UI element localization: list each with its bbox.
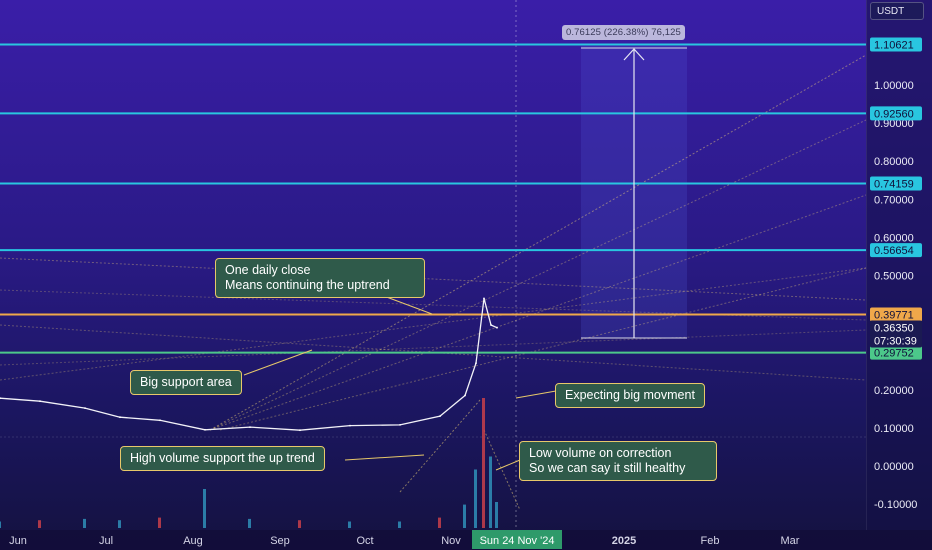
countdown-label: 07:30:39 xyxy=(874,336,917,348)
price-point xyxy=(299,429,301,432)
price-points xyxy=(0,297,498,432)
volume-bar xyxy=(158,517,161,528)
callout-daily-close[interactable]: One daily close Means continuing the upt… xyxy=(215,258,425,298)
price-point xyxy=(439,415,441,417)
callout-high-volume[interactable]: High volume support the up trend xyxy=(120,446,325,471)
volume-bar xyxy=(482,398,485,528)
price-point xyxy=(496,326,498,329)
price-point xyxy=(399,424,401,426)
price-axis[interactable]: 1.00000 0.90000 0.80000 0.70000 0.60000 0.500… xyxy=(866,0,932,530)
volume-bar xyxy=(348,521,351,528)
volume-bar xyxy=(0,521,1,528)
trend-lines xyxy=(0,54,867,511)
crosshair-date-tag xyxy=(472,530,562,549)
price-point xyxy=(84,407,86,409)
time-tick-label: 2025 xyxy=(612,535,636,547)
crosshair-date-label: Sun 24 Nov '24 xyxy=(480,535,555,547)
price-axis-labels: 1.00000 0.90000 0.80000 0.70000 0.60000 0.500… xyxy=(870,37,922,511)
volume-bar xyxy=(474,469,477,528)
price-tick-label: 0.20000 xyxy=(874,385,914,397)
price-point xyxy=(464,394,466,397)
volume-bar xyxy=(463,504,466,528)
level-tag-2 xyxy=(870,176,922,191)
measure-arrowhead xyxy=(623,48,645,61)
volume-bar xyxy=(489,456,492,528)
volume-bar xyxy=(83,518,86,528)
callout-low-volume[interactable]: Low volume on correction So we can say i… xyxy=(519,441,717,481)
level-tag-5 xyxy=(870,345,922,360)
volume-bar xyxy=(298,520,301,528)
callout-support-area[interactable]: Big support area xyxy=(130,370,242,395)
price-point xyxy=(39,400,41,403)
price-point xyxy=(349,424,351,427)
level-tag-0 xyxy=(870,37,922,52)
volume-bar xyxy=(118,520,121,528)
price-point xyxy=(249,426,251,428)
callout-pointers xyxy=(243,288,557,471)
price-point xyxy=(475,362,477,364)
time-tick-label: Aug xyxy=(183,535,203,547)
time-axis[interactable]: Jun Jul Aug Sep Oct Nov 2025 Feb Mar Sun 24 Nov '… xyxy=(0,530,932,550)
time-tick-label: Mar xyxy=(781,535,800,547)
current-price-label: 0.36350 xyxy=(874,323,914,335)
price-point xyxy=(119,416,121,419)
measure-label: 0.76125 (226.38%) 76,125 xyxy=(562,25,685,40)
volume-bar xyxy=(398,521,401,528)
currency-button[interactable]: USDT xyxy=(870,2,924,20)
price-point xyxy=(204,428,206,431)
current-price-tag xyxy=(870,320,922,348)
time-axis-labels: Jun Jul Aug Sep Oct Nov 2025 Feb Mar Sun 24 Nov '… xyxy=(9,530,800,549)
volume-bar xyxy=(248,518,251,528)
volume-bar xyxy=(495,502,498,528)
level-tag-label: 0.92560 xyxy=(874,108,914,120)
measure-tool[interactable] xyxy=(581,47,687,339)
time-tick-label: Feb xyxy=(701,535,720,547)
price-tick-label: 0.80000 xyxy=(874,156,914,168)
time-tick-label: Jul xyxy=(99,535,113,547)
price-line xyxy=(0,298,498,431)
time-tick-label: Oct xyxy=(356,535,373,547)
level-tag-label: 1.10621 xyxy=(874,40,914,52)
price-tick-label: -0.10000 xyxy=(874,499,917,511)
price-tick-label: 0.90000 xyxy=(874,118,914,130)
price-point xyxy=(483,297,485,300)
level-tag-label: 0.56654 xyxy=(874,245,914,257)
price-tick-label: 0.60000 xyxy=(874,232,914,244)
level-tag-1 xyxy=(870,106,922,121)
time-tick-label: Sep xyxy=(270,535,290,547)
price-point xyxy=(159,419,161,422)
level-tag-label: 0.29752 xyxy=(874,348,914,360)
price-point xyxy=(490,324,492,326)
price-tick-label: 0.50000 xyxy=(874,271,914,283)
level-tag-3 xyxy=(870,243,922,258)
callout-big-movement[interactable]: Expecting big movment xyxy=(555,383,705,408)
price-point xyxy=(0,397,1,400)
price-tick-label: 0.00000 xyxy=(874,461,914,473)
level-tag-label: 0.39771 xyxy=(874,309,914,321)
price-tick-label: 0.10000 xyxy=(874,423,914,435)
price-tick-label: 1.00000 xyxy=(874,80,914,92)
volume-bar xyxy=(203,489,206,528)
volume-bar xyxy=(438,517,441,528)
level-tag-4 xyxy=(870,307,922,322)
price-tick-label: 0.70000 xyxy=(874,194,914,206)
time-tick-label: Nov xyxy=(441,535,461,547)
level-tag-label: 0.74159 xyxy=(874,178,914,190)
volume-bars xyxy=(0,398,498,528)
level-lines xyxy=(0,43,866,354)
time-tick-label: Jun xyxy=(9,535,27,547)
volume-bar xyxy=(38,520,41,528)
